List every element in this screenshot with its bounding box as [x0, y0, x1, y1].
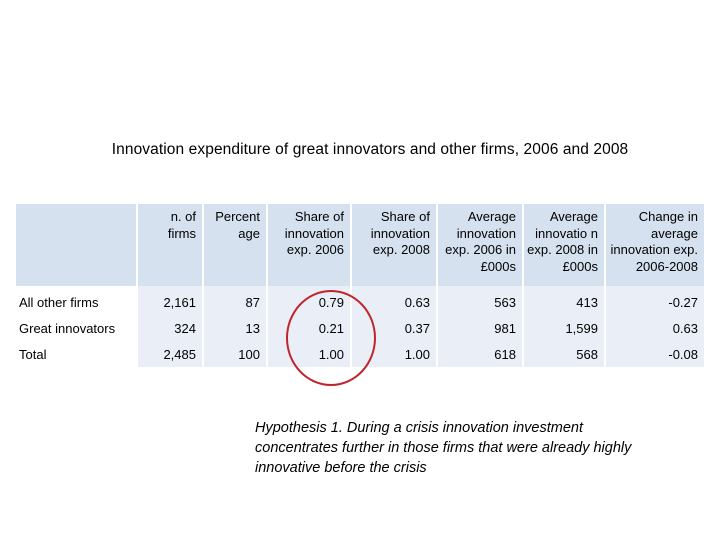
table-cell: 981: [436, 315, 522, 341]
header-cell: n. of firms: [136, 204, 202, 286]
highlight-circle: [286, 290, 376, 386]
table-cell: 87: [202, 286, 266, 315]
table-cell: 2,485: [136, 341, 202, 367]
table-cell: 1,599: [522, 315, 604, 341]
table-cell: 13: [202, 315, 266, 341]
header-cell: Percent age: [202, 204, 266, 286]
table-cell: -0.08: [604, 341, 704, 367]
table-cell: 100: [202, 341, 266, 367]
table-cell: 0.63: [604, 315, 704, 341]
table-cell: 324: [136, 315, 202, 341]
table-cell: 413: [522, 286, 604, 315]
table-cell: 618: [436, 341, 522, 367]
header-cell: Change in average innovation exp. 2006-2…: [604, 204, 704, 286]
slide-title: Innovation expenditure of great innovato…: [111, 141, 629, 158]
row-label: Great innovators: [16, 315, 136, 341]
hypothesis-note: Hypothesis 1. During a crisis innovation…: [255, 420, 632, 476]
table-header-row: n. of firms Percent age Share of innovat…: [16, 204, 704, 286]
row-label: All other firms: [16, 286, 136, 315]
row-label: Total: [16, 341, 136, 367]
header-cell: Share of innovation exp. 2008: [350, 204, 436, 286]
table-cell: 568: [522, 341, 604, 367]
header-cell: Average innovatio n exp. 2008 in £000s: [522, 204, 604, 286]
header-cell-blank: [16, 204, 136, 286]
header-cell: Share of innovation exp. 2006: [266, 204, 350, 286]
table-cell: 563: [436, 286, 522, 315]
table-cell: -0.27: [604, 286, 704, 315]
table-cell: 2,161: [136, 286, 202, 315]
header-cell: Average innovation exp. 2006 in £000s: [436, 204, 522, 286]
